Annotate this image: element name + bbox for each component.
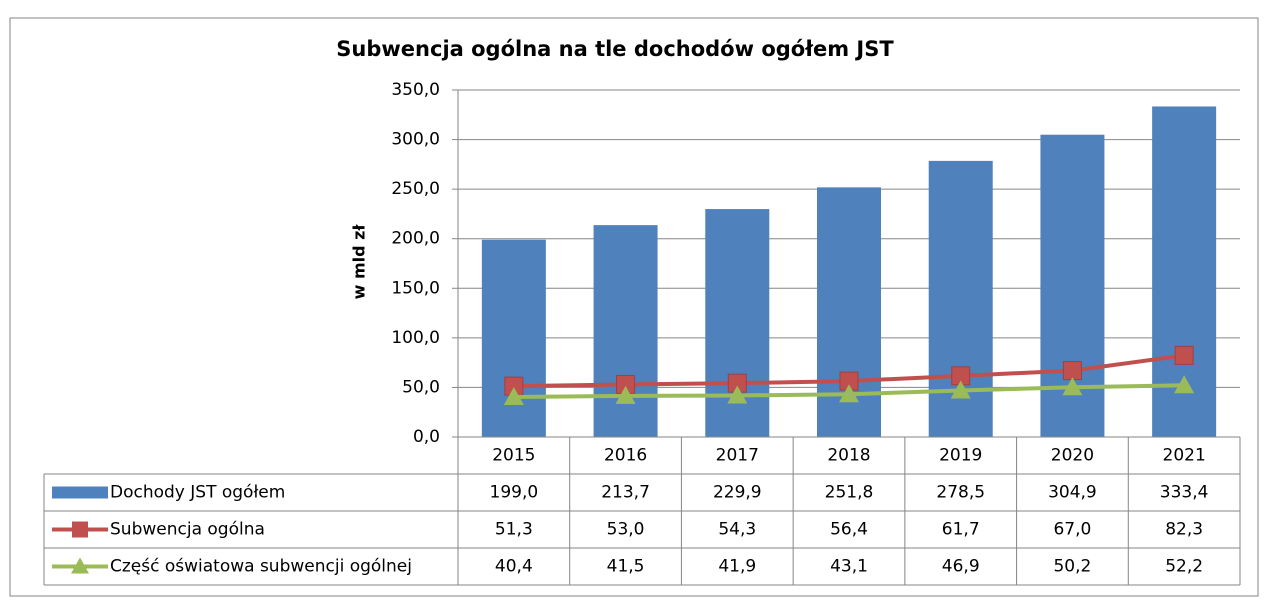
legend-label: Subwencja ogólna bbox=[110, 520, 265, 540]
data-label: 41,5 bbox=[607, 557, 645, 577]
y-tick-label: 50,0 bbox=[402, 377, 440, 397]
y-axis-label: w mld zł bbox=[350, 224, 369, 300]
data-label: 213,7 bbox=[601, 483, 650, 503]
x-tick-label: 2018 bbox=[827, 446, 870, 466]
data-label: 56,4 bbox=[830, 520, 868, 540]
legend-symbol bbox=[71, 557, 89, 574]
data-label: 41,9 bbox=[718, 557, 756, 577]
y-tick-label: 250,0 bbox=[391, 179, 440, 199]
x-tick-label: 2020 bbox=[1051, 446, 1094, 466]
x-tick-label: 2019 bbox=[939, 446, 982, 466]
bar bbox=[593, 225, 658, 437]
marker bbox=[1062, 361, 1082, 381]
y-tick-label: 150,0 bbox=[391, 278, 440, 298]
x-tick-label: 2017 bbox=[716, 446, 759, 466]
legend-label: Część oświatowa subwencji ogólnej bbox=[110, 557, 412, 577]
y-tick-label: 350,0 bbox=[391, 80, 440, 100]
data-label: 40,4 bbox=[495, 557, 533, 577]
legend-symbol bbox=[52, 486, 108, 499]
data-label: 229,9 bbox=[713, 483, 762, 503]
x-tick-label: 2016 bbox=[604, 446, 647, 466]
marker bbox=[1174, 345, 1194, 365]
y-tick-label: 100,0 bbox=[391, 328, 440, 348]
x-tick-label: 2021 bbox=[1163, 446, 1206, 466]
marker bbox=[1062, 377, 1083, 396]
data-label: 53,0 bbox=[607, 520, 645, 540]
data-label: 82,3 bbox=[1165, 520, 1203, 540]
data-label: 67,0 bbox=[1053, 520, 1091, 540]
bar bbox=[481, 239, 546, 437]
x-tick-label: 2015 bbox=[492, 446, 535, 466]
data-label: 46,9 bbox=[942, 557, 980, 577]
data-label: 304,9 bbox=[1048, 483, 1097, 503]
data-label: 43,1 bbox=[830, 557, 868, 577]
data-label: 50,2 bbox=[1053, 557, 1091, 577]
y-tick-label: 0,0 bbox=[413, 427, 440, 447]
data-label: 199,0 bbox=[490, 483, 539, 503]
y-tick-label: 200,0 bbox=[391, 229, 440, 249]
y-tick-label: 300,0 bbox=[391, 130, 440, 150]
data-label: 333,4 bbox=[1160, 483, 1209, 503]
data-label: 51,3 bbox=[495, 520, 533, 540]
chart-title: Subwencja ogólna na tle dochodów ogółem … bbox=[336, 37, 894, 61]
legend-symbol bbox=[72, 521, 88, 538]
data-label: 251,8 bbox=[825, 483, 874, 503]
data-label: 61,7 bbox=[942, 520, 980, 540]
data-label: 54,3 bbox=[718, 520, 756, 540]
marker bbox=[950, 380, 971, 399]
marker bbox=[503, 386, 524, 405]
data-label: 278,5 bbox=[936, 483, 985, 503]
marker bbox=[839, 384, 859, 403]
marker bbox=[615, 385, 636, 404]
marker bbox=[727, 385, 748, 404]
legend-label: Dochody JST ogółem bbox=[110, 483, 285, 503]
data-label: 52,2 bbox=[1165, 557, 1203, 577]
marker bbox=[1174, 375, 1195, 394]
